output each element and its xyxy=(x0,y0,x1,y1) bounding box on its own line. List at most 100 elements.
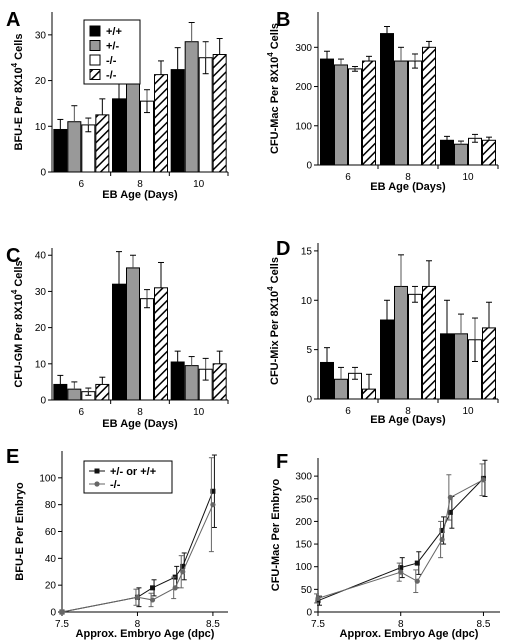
x-tick-label: 8 xyxy=(398,619,404,630)
point-circle xyxy=(172,585,178,591)
x-tick-label: 7.5 xyxy=(55,619,69,630)
y-axis-label-main: CFU-Mac Per Embryo xyxy=(270,478,282,591)
y-axis-label-sup: 4 xyxy=(266,286,275,291)
y-axis-label-sup: 4 xyxy=(10,289,19,294)
x-tick-label: 8 xyxy=(405,406,411,417)
bar-hatch xyxy=(482,327,496,400)
legend-label: +/- xyxy=(106,41,119,53)
y-axis-label: CFU-GM Per 8X104 Cells xyxy=(10,260,25,387)
legend-label: -/- xyxy=(106,70,117,82)
panel-letter: B xyxy=(276,9,290,31)
x-tick-label: 6 xyxy=(345,406,351,417)
y-axis-label-main: BFU-E Per Embryo xyxy=(14,482,26,581)
bar-black xyxy=(53,128,68,173)
point-circle xyxy=(480,477,487,483)
bar-black xyxy=(440,139,454,166)
x-tick-label: 8 xyxy=(135,619,141,630)
legend-box xyxy=(83,460,173,494)
y-tick-label: 40 xyxy=(45,554,57,565)
y-tick-label: 5 xyxy=(306,345,312,356)
x-axis-label: EB Age (Days) xyxy=(102,189,178,201)
x-tick-label: 10 xyxy=(462,172,474,183)
y-tick-label: 30 xyxy=(35,30,47,41)
legend-label: +/+ xyxy=(106,26,122,38)
bar-black xyxy=(380,33,394,166)
y-axis-label: CFU-Mix Per 8X104 Cells xyxy=(266,257,281,385)
y-tick-label: 300 xyxy=(295,43,312,54)
bar-hatch xyxy=(212,54,227,173)
bar-hatch xyxy=(95,114,110,173)
y-tick-label: 0 xyxy=(306,161,312,172)
x-tick-label: 6 xyxy=(79,407,85,418)
x-tick-label: 6 xyxy=(345,172,351,183)
panel-A: A 0 10 20 30 6 8 10 EB Age (Days) +/+ +/- -/- -/- xyxy=(6,9,229,201)
point-circle xyxy=(210,502,216,508)
x-axis-label: EB Age (Days) xyxy=(370,414,446,426)
y-tick-label: 60 xyxy=(45,527,57,538)
series-line-square xyxy=(317,478,484,602)
x-tick-label: 8.5 xyxy=(206,619,220,630)
y-tick-label: 50 xyxy=(301,585,313,596)
y-axis-label-tail: Cells xyxy=(269,257,281,286)
panel-letter: D xyxy=(276,238,290,260)
bar-white xyxy=(140,298,154,401)
bar-gray xyxy=(334,64,348,166)
point-circle xyxy=(134,594,141,600)
series-line-square xyxy=(61,491,214,613)
panel-D: D 0 5 10 15 6 8 10 EB Age (Days) xyxy=(276,238,499,426)
bar-gray xyxy=(394,60,408,166)
x-axis-label: EB Age (Days) xyxy=(370,181,446,193)
series-line-circle xyxy=(61,504,214,613)
y-tick-label: 0 xyxy=(40,396,46,407)
bar-hatch xyxy=(422,285,436,400)
bar-gray xyxy=(454,143,468,166)
y-tick-label: 200 xyxy=(295,517,312,528)
bar-black xyxy=(170,69,185,173)
y-axis-label-tail: Cells xyxy=(269,23,281,52)
y-axis-label-main: CFU-Mix Per 8X10 xyxy=(269,291,281,385)
point-square xyxy=(398,565,404,571)
x-tick-label: 10 xyxy=(193,407,205,418)
y-tick-label: 0 xyxy=(306,608,312,619)
x-axis-label: EB Age (Days) xyxy=(102,418,178,430)
point-square xyxy=(210,488,216,494)
y-tick-label: 20 xyxy=(35,76,47,87)
point-circle xyxy=(59,609,65,615)
bar-gray xyxy=(454,333,468,400)
bar-hatch xyxy=(154,74,168,173)
panel-B: B 0 100 200 300 6 8 10 EB Age (Days) xyxy=(276,9,499,193)
y-tick-label: 10 xyxy=(35,359,47,370)
y-tick-label: 10 xyxy=(35,122,47,133)
y-tick-label: 300 xyxy=(295,472,312,483)
legend-marker-circle xyxy=(94,481,100,487)
y-axis-label-main: CFU-Mac Per 8X10 xyxy=(269,57,281,154)
y-tick-label: 100 xyxy=(295,562,312,573)
y-axis-label: CFU-Mac Per 8X104 Cells xyxy=(266,23,281,154)
bar-gray xyxy=(67,121,82,173)
bar-black xyxy=(320,361,334,400)
point-circle xyxy=(180,569,186,575)
y-tick-label: 20 xyxy=(45,581,57,592)
y-tick-label: 200 xyxy=(295,82,312,93)
legend-label: -/- xyxy=(106,55,117,67)
panel-letter: A xyxy=(6,9,20,31)
x-axis-label: Approx. Embryo Age (dpc) xyxy=(340,628,479,640)
bar-hatch xyxy=(95,383,110,401)
x-tick-label: 8 xyxy=(405,172,411,183)
point-square xyxy=(150,585,156,591)
x-tick-label: 8.5 xyxy=(477,619,491,630)
bar-black xyxy=(440,333,454,400)
bar-white xyxy=(408,293,422,400)
panel-letter: C xyxy=(6,245,20,267)
y-tick-label: 150 xyxy=(295,540,312,551)
y-tick-label: 80 xyxy=(45,500,57,511)
legend-label: +/- or +/+ xyxy=(110,466,156,478)
legend-marker-square xyxy=(94,468,100,474)
y-axis-label: BFU-E Per 8X104 Cells xyxy=(10,34,25,151)
y-axis-label: CFU-Mac Per Embryo xyxy=(270,478,282,591)
point-circle xyxy=(398,569,404,575)
point-circle xyxy=(149,597,156,603)
y-tick-label: 0 xyxy=(306,395,312,406)
